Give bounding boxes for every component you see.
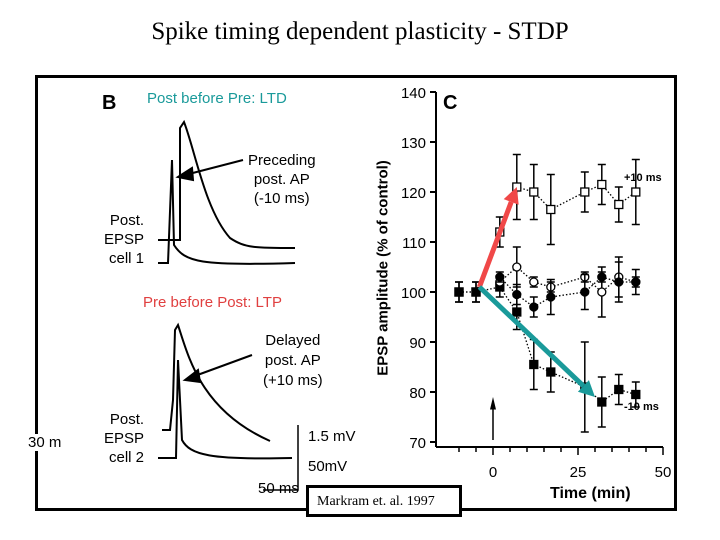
scale-mv1: 1.5 mV — [308, 428, 356, 445]
data-point — [512, 307, 522, 317]
y-tick-label: 100 — [401, 285, 426, 302]
data-point — [597, 287, 607, 297]
ltd-ap-trace — [158, 159, 296, 265]
trend-arrow — [477, 285, 586, 388]
data-point — [580, 287, 590, 297]
ltp-ap-trace — [158, 359, 293, 460]
y-tick-label: 120 — [401, 185, 426, 202]
data-point — [597, 272, 607, 282]
data-point — [512, 289, 522, 300]
data-point — [529, 302, 539, 312]
label-line: EPSP — [104, 430, 145, 447]
trend-arrowhead — [577, 380, 595, 397]
ltd-epsp-trace — [158, 119, 296, 249]
y-tick-label: 140 — [401, 85, 426, 102]
data-point — [597, 179, 607, 190]
data-point — [597, 397, 607, 407]
data-point — [631, 389, 641, 400]
cell1-label: Post. EPSP cell 1 — [104, 211, 144, 268]
citation-box: Markram et. al. 1997 — [306, 485, 462, 517]
data-point — [580, 187, 590, 197]
cut-text: 30 m — [28, 434, 66, 451]
series-label-minus10: -10 ms — [624, 401, 659, 413]
scale-bar — [263, 425, 299, 491]
x-tick-label: 25 — [570, 464, 587, 481]
data-point — [529, 359, 539, 370]
x-tick-label: 50 — [655, 464, 672, 481]
data-point — [614, 384, 624, 395]
ltd-annotation: Preceding post. AP (-10 ms) — [248, 151, 316, 208]
ltp-pointer-arrow — [191, 354, 253, 378]
data-point — [454, 287, 464, 297]
ltd-heading: Post before Pre: LTD — [147, 90, 287, 107]
data-point — [614, 199, 624, 210]
label-line: EPSP — [104, 231, 145, 248]
data-point — [546, 367, 556, 377]
x-axis-label: Time (min) — [550, 485, 631, 502]
scale-mv2: 50mV — [308, 458, 348, 475]
ltp-epsp-trace — [162, 322, 271, 442]
y-tick-label: 70 — [409, 435, 426, 452]
data-point — [512, 262, 522, 272]
data-point — [529, 277, 539, 287]
annotation-line: (-10 ms) — [253, 190, 310, 207]
annotation-line: Delayed — [265, 332, 321, 349]
slide-title: Spike timing dependent plasticity - STDP — [151, 18, 569, 45]
ltd-pointer-arrow — [184, 159, 244, 176]
stimulus-arrowhead — [490, 397, 496, 410]
data-point — [631, 277, 641, 287]
ltp-heading: Pre before Post: LTP — [143, 294, 282, 311]
data-point — [631, 187, 641, 197]
series-line — [459, 286, 636, 403]
annotation-line: post. AP — [253, 171, 310, 188]
data-point — [546, 204, 556, 215]
data-point — [614, 277, 624, 287]
annotation-line: Preceding — [248, 152, 316, 169]
trend-arrowhead — [503, 187, 519, 205]
label-line: Post. — [109, 212, 145, 229]
y-tick-label: 110 — [402, 235, 426, 252]
y-axis-label: EPSP amplitude (% of control) — [374, 160, 392, 376]
x-tick-label: 0 — [489, 464, 497, 481]
data-point — [546, 292, 556, 302]
y-tick-label: 130 — [401, 135, 426, 152]
data-point — [529, 187, 539, 197]
scale-ms: 50 ms — [258, 480, 299, 497]
cell2-label: Post. EPSP cell 2 — [104, 410, 144, 467]
annotation-line: post. AP — [264, 352, 321, 369]
data-point — [495, 272, 505, 282]
panel-c-label: C — [443, 92, 458, 114]
ltp-annotation: Delayed post. AP (+10 ms) — [263, 331, 323, 391]
label-line: Post. — [109, 411, 145, 428]
panel-b-label: B — [102, 92, 117, 114]
y-tick-label: 80 — [409, 385, 426, 402]
annotation-line: (+10 ms) — [263, 372, 323, 389]
label-line: cell 2 — [109, 449, 145, 466]
trend-arrow — [477, 201, 514, 288]
series-label-plus10: +10 ms — [624, 172, 662, 184]
data-point — [471, 287, 481, 297]
label-line: cell 1 — [109, 250, 145, 267]
y-tick-label: 90 — [409, 335, 426, 352]
